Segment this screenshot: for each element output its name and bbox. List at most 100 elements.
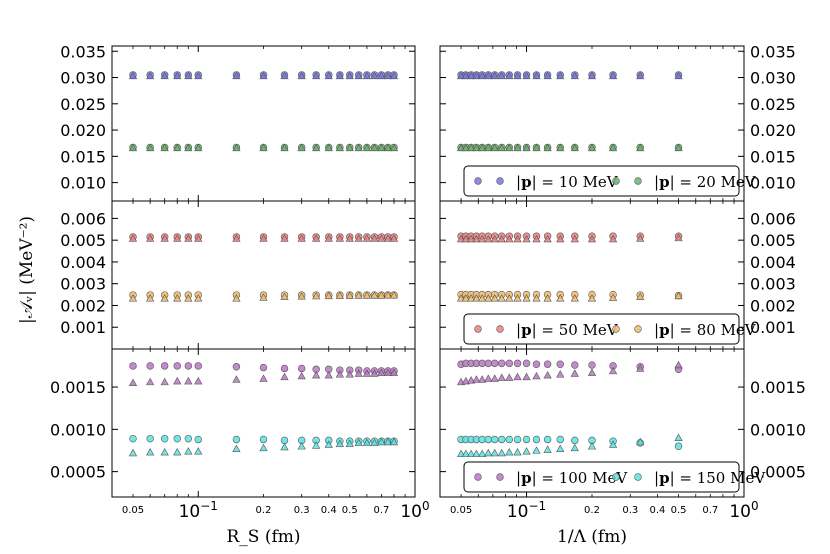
data-point-triangle <box>377 437 386 446</box>
data-point-triangle <box>377 291 386 299</box>
data-point-circle <box>498 435 506 444</box>
x-axis-label: R_S (fm) <box>226 527 300 547</box>
data-point-triangle <box>128 448 138 457</box>
data-point-triangle <box>128 294 138 302</box>
data-point-triangle <box>297 71 306 80</box>
data-point-triangle <box>570 369 579 377</box>
y-tick-label: 0.010 <box>60 174 106 193</box>
data-point-triangle <box>354 438 363 447</box>
x-minor-tick-label: 0.3 <box>294 505 310 516</box>
legend-box <box>463 461 740 493</box>
y-tick-label: 0.0015 <box>50 378 106 397</box>
data-point-circle <box>491 359 499 368</box>
data-point-triangle <box>335 71 344 80</box>
y-ticks: 0.010 0.015 0.020 0.025 0.030 0.035 <box>60 42 415 193</box>
data-point-triangle <box>345 439 354 447</box>
x-minor-tick-label: 0.4 <box>321 505 337 516</box>
data-point-triangle <box>522 234 531 243</box>
data-point-triangle <box>587 71 597 80</box>
data-point-triangle <box>377 71 386 80</box>
legend-box <box>463 313 740 345</box>
data-point-triangle <box>556 294 565 302</box>
data-point-triangle <box>297 371 306 380</box>
data-point-triangle <box>362 438 372 447</box>
data-point-triangle <box>543 234 552 243</box>
data-point-triangle <box>383 143 393 152</box>
data-point-triangle <box>173 294 182 302</box>
data-point-circle <box>532 360 541 368</box>
y-tick-label: 0.015 <box>750 147 796 166</box>
data-point-triangle <box>345 291 354 299</box>
legend-marker <box>474 473 482 481</box>
data-point-triangle <box>674 433 683 441</box>
data-point-triangle <box>522 294 531 302</box>
data-point-triangle <box>194 71 203 80</box>
data-point-triangle <box>522 143 531 152</box>
data-point-triangle <box>522 372 531 381</box>
data-point-triangle <box>543 143 552 152</box>
data-point-circle <box>505 435 513 444</box>
data-point-triangle <box>354 234 363 242</box>
data-point-triangle <box>478 143 487 152</box>
y-tick-label: 0.003 <box>60 275 106 294</box>
data-point-triangle <box>194 294 203 302</box>
x-minor-tick-label: 0.3 <box>622 505 638 516</box>
legend: |p| = 50 MeV |p| = 80 MeV <box>463 313 757 345</box>
x-major-tick-label: 100 <box>729 499 758 522</box>
data-point-triangle <box>160 447 169 456</box>
y-tick-label: 0.002 <box>750 296 796 315</box>
data-point-triangle <box>297 143 306 152</box>
data-point-triangle <box>362 71 372 80</box>
data-point-triangle <box>128 234 138 242</box>
data-point-triangle <box>377 234 386 242</box>
data-point-triangle <box>345 143 354 152</box>
data-point-circle <box>184 434 193 443</box>
data-point-triangle <box>513 143 522 152</box>
data-point-triangle <box>522 447 531 455</box>
data-point-triangle <box>362 143 372 152</box>
data-point-triangle <box>478 234 487 243</box>
data-point-triangle <box>478 375 487 383</box>
data-point-triangle <box>370 71 379 80</box>
data-point-triangle <box>497 448 506 457</box>
y-tick-label: 0.020 <box>750 121 796 140</box>
data-point-triangle <box>389 143 399 152</box>
data-point-triangle <box>505 71 514 80</box>
data-point-triangle <box>232 234 241 242</box>
data-point-triangle <box>259 234 268 242</box>
data-point-triangle <box>505 373 514 381</box>
data-point-triangle <box>674 291 683 300</box>
data-point-circle <box>280 436 289 445</box>
data-point-circle <box>543 360 552 368</box>
y-ticks: 0.0005 0.0010 0.0015 <box>50 378 415 482</box>
data-point-triangle <box>636 234 645 242</box>
x-minor-tick-label: 0.5 <box>671 505 687 516</box>
data-point-triangle <box>556 143 565 152</box>
data-point-triangle <box>608 293 618 301</box>
y-tick-label: 0.030 <box>60 69 106 88</box>
data-point-circle <box>232 435 241 444</box>
data-point-triangle <box>128 378 138 387</box>
data-point-triangle <box>478 449 487 458</box>
y-ticks: 0.010 0.015 0.020 0.025 0.030 0.035 <box>440 42 796 193</box>
data-point-triangle <box>466 449 476 458</box>
data-point-triangle <box>146 71 155 80</box>
data-point-triangle <box>312 291 321 300</box>
data-point-triangle <box>478 294 487 302</box>
data-point-triangle <box>194 234 203 242</box>
data-point-triangle <box>370 234 379 242</box>
data-point-triangle <box>259 293 268 301</box>
data-point-triangle <box>587 368 597 376</box>
panel-top-right: 0.010 0.015 0.020 0.025 0.030 0.035 |p| = 10 M… <box>439 42 796 202</box>
data-point-triangle <box>543 71 552 80</box>
data-point-triangle <box>466 143 476 152</box>
data-point-triangle <box>259 443 268 452</box>
panel-bottom-left: 0.05 0.2 0.3 0.4 0.5 0.7 10−1 100 R_S (fm) 0.0005… <box>50 348 430 547</box>
data-point-circle <box>556 360 564 368</box>
data-point-triangle <box>497 373 506 381</box>
x-minor-tick-label: 0.05 <box>122 505 144 516</box>
data-point-triangle <box>370 143 379 152</box>
data-point-triangle <box>522 71 531 80</box>
data-point-triangle <box>570 443 579 452</box>
data-point-triangle <box>472 449 481 458</box>
